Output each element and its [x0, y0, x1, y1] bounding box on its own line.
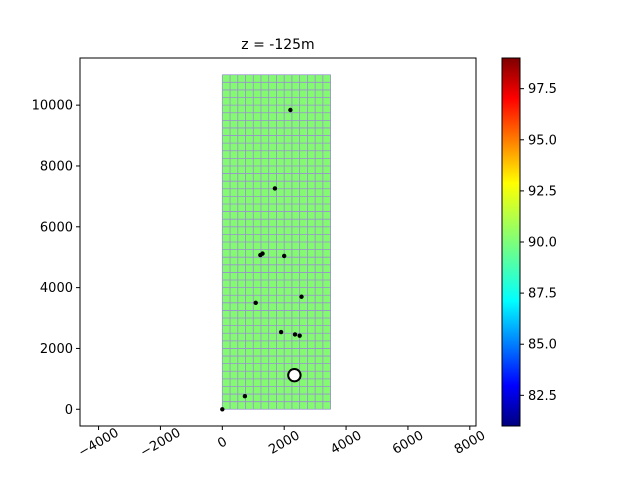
x-axis: −4000 −2000 0 2000 4000 6000 8000	[76, 425, 488, 460]
well-point	[242, 393, 248, 399]
x-tick-label: 2000	[266, 428, 302, 458]
highlighted-well-point	[287, 368, 302, 383]
well-point	[253, 300, 258, 306]
x-tick-label: 4000	[328, 428, 364, 458]
plot-area	[79, 57, 477, 427]
colorbar-tick-label: 92.5	[528, 184, 557, 199]
colorbar-tick-label: 82.5	[528, 389, 557, 404]
well-point	[260, 251, 265, 256]
well-point	[299, 294, 304, 299]
model-grid	[221, 74, 331, 410]
y-tick-label: 0	[65, 403, 73, 418]
x-tick-label: −4000	[76, 425, 122, 460]
colorbar-ticks: 82.5 85.0 87.5 90.0 92.5 95.0 97.5	[520, 82, 557, 404]
well-point	[297, 333, 302, 338]
y-tick-label: 10000	[32, 99, 73, 114]
well-point	[288, 107, 293, 113]
colorbar-tick-label: 87.5	[528, 287, 557, 302]
chart-title: z = -125m	[241, 37, 314, 53]
x-tick-label: 6000	[390, 428, 426, 458]
x-tick-label: 8000	[452, 428, 488, 458]
colorbar: 82.5 85.0 87.5 90.0 92.5 95.0 97.5	[501, 57, 557, 427]
well-point	[281, 253, 287, 259]
colorbar-tick-label: 95.0	[528, 133, 557, 148]
x-tick-label: −2000	[138, 425, 184, 460]
well-point	[278, 329, 284, 335]
y-tick-label: 6000	[40, 220, 73, 235]
y-axis: 0 2000 4000 6000 8000 10000	[32, 99, 80, 418]
well-point	[292, 332, 298, 337]
colorbar-gradient	[502, 58, 520, 426]
colorbar-tick-label: 90.0	[528, 236, 557, 251]
well-point	[272, 186, 278, 191]
plot-frame	[79, 57, 477, 427]
y-tick-label: 8000	[40, 159, 73, 174]
colorbar-tick-label: 85.0	[528, 338, 557, 353]
colorbar-tick-label: 97.5	[528, 82, 557, 97]
x-tick-label: 0	[215, 434, 230, 451]
well-point	[220, 407, 225, 412]
y-tick-label: 2000	[40, 342, 73, 357]
y-tick-label: 4000	[40, 281, 73, 296]
wells	[220, 107, 304, 412]
